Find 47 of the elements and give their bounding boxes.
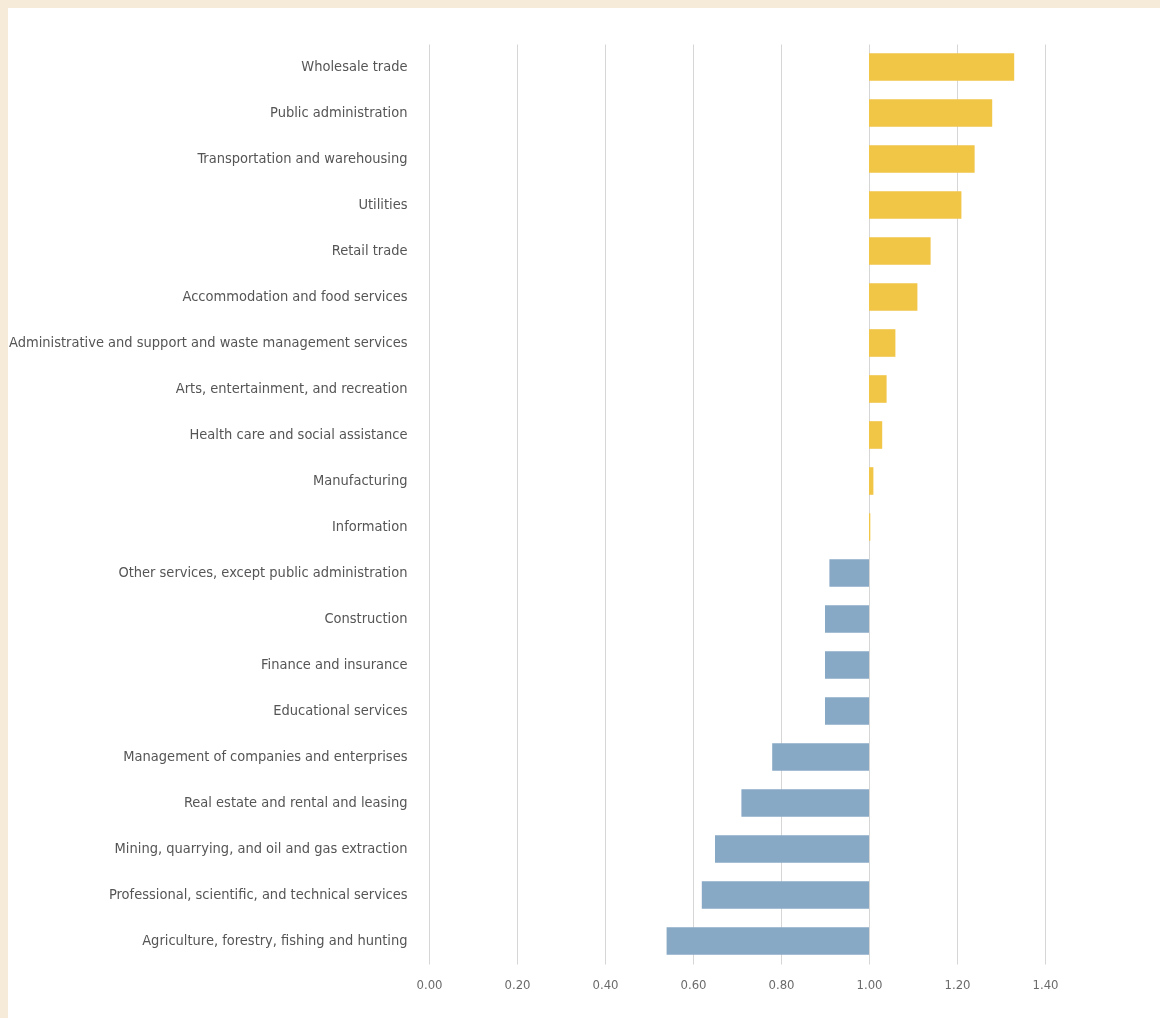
y-tick-label: Mining, quarrying, and oil and gas extraction bbox=[114, 840, 408, 856]
bar bbox=[869, 421, 883, 449]
y-tick-label: Arts, entertainment, and recreation bbox=[175, 380, 408, 396]
bar bbox=[825, 651, 869, 679]
bar bbox=[715, 835, 869, 863]
x-tick-label: 1.40 bbox=[1032, 976, 1059, 992]
y-tick-label: Wholesale trade bbox=[301, 58, 408, 74]
y-tick-label: Public administration bbox=[270, 104, 408, 120]
x-tick-label: 0.20 bbox=[504, 976, 531, 992]
y-tick-label: Manufacturing bbox=[313, 472, 408, 488]
x-tick-label: 1.00 bbox=[856, 976, 883, 992]
y-tick-label: Finance and insurance bbox=[261, 656, 408, 672]
y-tick-label: Administrative and support and waste management services bbox=[9, 334, 408, 350]
x-tick-label: 0.80 bbox=[768, 976, 795, 992]
bar bbox=[869, 191, 962, 219]
x-tick-label: 0.60 bbox=[680, 976, 707, 992]
x-tick-label: 0.00 bbox=[416, 976, 443, 992]
bar bbox=[869, 283, 918, 311]
bar bbox=[701, 881, 869, 909]
bar bbox=[869, 375, 887, 403]
y-tick-label: Educational services bbox=[273, 702, 408, 718]
y-tick-label: Retail trade bbox=[331, 242, 408, 258]
y-tick-label: Other services, except public administration bbox=[118, 564, 408, 580]
bar bbox=[869, 329, 896, 357]
bar bbox=[869, 53, 1015, 81]
y-tick-label: Construction bbox=[324, 610, 408, 626]
bar bbox=[869, 99, 993, 127]
x-tick-label: 1.20 bbox=[944, 976, 971, 992]
bar bbox=[741, 789, 869, 817]
bar bbox=[869, 145, 975, 173]
y-tick-label: Professional, scientific, and technical services bbox=[108, 886, 408, 902]
x-tick-label: 0.40 bbox=[592, 976, 619, 992]
y-tick-label: Agriculture, forestry, fishing and hunting bbox=[142, 932, 408, 948]
bar bbox=[772, 743, 869, 771]
bar bbox=[869, 467, 874, 495]
y-tick-label: Accommodation and food services bbox=[182, 288, 408, 304]
y-tick-label: Health care and social assistance bbox=[189, 426, 408, 442]
y-tick-label: Utilities bbox=[358, 196, 408, 212]
bar bbox=[825, 697, 869, 725]
bar bbox=[829, 559, 869, 587]
y-tick-label: Transportation and warehousing bbox=[196, 150, 408, 166]
y-tick-label: Real estate and rental and leasing bbox=[183, 794, 408, 810]
bar bbox=[869, 237, 931, 265]
y-tick-label: Information bbox=[332, 518, 408, 534]
bar bbox=[825, 605, 869, 633]
bar bbox=[666, 927, 869, 955]
y-tick-label: Management of companies and enterprises bbox=[123, 748, 408, 764]
